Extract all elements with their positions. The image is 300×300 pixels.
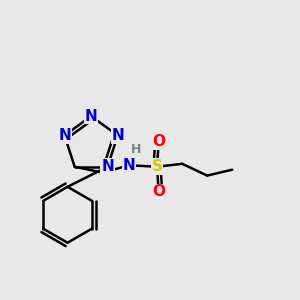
Text: H: H [131, 142, 142, 156]
Text: S: S [152, 159, 163, 174]
Text: N: N [123, 158, 136, 173]
Text: O: O [152, 134, 165, 149]
Text: O: O [152, 184, 165, 199]
Text: N: N [101, 159, 114, 174]
Text: N: N [85, 109, 98, 124]
Text: N: N [111, 128, 124, 143]
Text: N: N [58, 128, 71, 143]
